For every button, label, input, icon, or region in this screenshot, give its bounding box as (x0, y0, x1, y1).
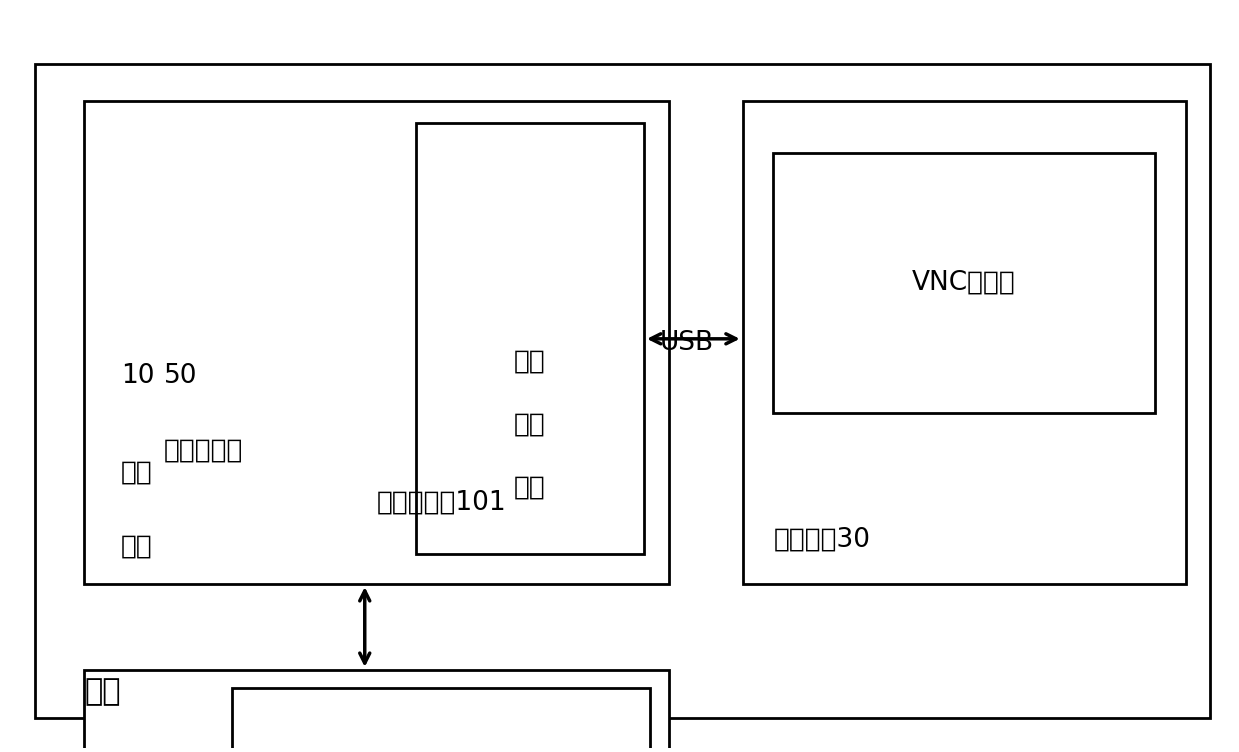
Text: 50: 50 (164, 363, 198, 389)
Text: 访问处理器101: 访问处理器101 (377, 490, 506, 515)
Text: USB: USB (660, 329, 714, 356)
Bar (84, 670, 669, 752)
Bar (232, 688, 650, 752)
Text: 端口服务器: 端口服务器 (164, 438, 244, 463)
Text: 调试: 调试 (121, 534, 152, 560)
Text: 10: 10 (121, 363, 155, 389)
Text: 云端设备30: 云端设备30 (773, 526, 870, 553)
Bar (416, 123, 644, 554)
Bar (84, 101, 669, 584)
Text: 访问: 访问 (514, 411, 545, 438)
Text: 云端: 云端 (84, 678, 120, 706)
Bar (773, 153, 1155, 413)
Text: VNC服务器: VNC服务器 (912, 270, 1016, 296)
Text: 端口: 端口 (514, 348, 545, 374)
Bar (742, 101, 1186, 584)
Text: 终端: 终端 (121, 459, 152, 486)
Bar (35, 64, 1211, 718)
Text: 远程: 远程 (514, 475, 545, 501)
